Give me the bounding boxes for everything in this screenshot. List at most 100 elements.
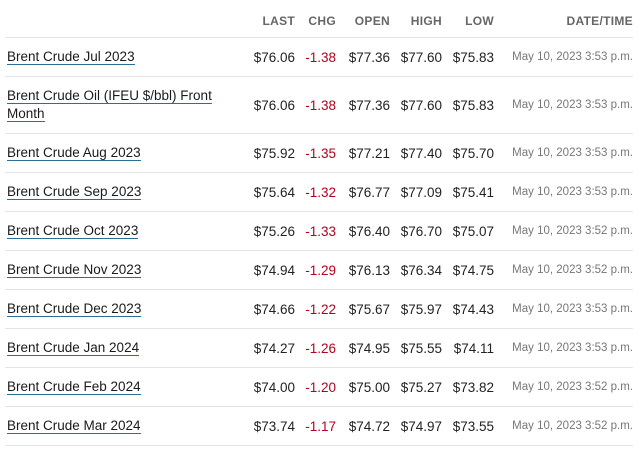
futures-quotes-table: LAST CHG OPEN HIGH LOW DATE/TIME Brent C…: [5, 4, 633, 446]
low-price: $74.75: [442, 250, 494, 290]
quote-datetime: May 10, 2023 3:52 p.m.: [494, 406, 633, 446]
low-price: $75.83: [442, 76, 494, 134]
contract-name-cell: Brent Crude Oil (IFEU $/bbl) Front Month: [5, 76, 243, 134]
quote-datetime: May 10, 2023 3:53 p.m.: [494, 133, 633, 173]
open-price: $77.36: [336, 76, 390, 134]
high-price: $75.55: [390, 328, 442, 368]
table-row: Brent Crude Jul 2023 $76.06 -1.38 $77.36…: [5, 37, 633, 77]
price-change: -1.38: [295, 37, 336, 77]
quote-datetime: May 10, 2023 3:53 p.m.: [494, 76, 633, 134]
high-price: $74.97: [390, 406, 442, 446]
quote-datetime: May 10, 2023 3:52 p.m.: [494, 211, 633, 251]
table-row: Brent Crude Feb 2024 $74.00 -1.20 $75.00…: [5, 367, 633, 407]
table-row: Brent Crude Oil (IFEU $/bbl) Front Month…: [5, 76, 633, 134]
high-price: $77.40: [390, 133, 442, 173]
low-price: $74.43: [442, 289, 494, 329]
table-row: Brent Crude Sep 2023 $75.64 -1.32 $76.77…: [5, 172, 633, 212]
price-change: -1.29: [295, 250, 336, 290]
contract-name-cell: Brent Crude Aug 2023: [5, 133, 243, 173]
contract-link[interactable]: Brent Crude Oil (IFEU $/bbl) Front Month: [7, 88, 212, 122]
contract-link[interactable]: Brent Crude Sep 2023: [7, 184, 142, 200]
contract-name-cell: Brent Crude Dec 2023: [5, 289, 243, 329]
low-price: $75.41: [442, 172, 494, 212]
table-row: Brent Crude Jan 2024 $74.27 -1.26 $74.95…: [5, 328, 633, 368]
last-price: $73.74: [243, 406, 295, 446]
open-price: $77.36: [336, 37, 390, 77]
header-open: OPEN: [336, 4, 390, 38]
quote-datetime: May 10, 2023 3:53 p.m.: [494, 37, 633, 77]
header-chg: CHG: [295, 4, 336, 38]
table-row: Brent Crude Nov 2023 $74.94 -1.29 $76.13…: [5, 250, 633, 290]
contract-name-cell: Brent Crude Mar 2024: [5, 406, 243, 446]
low-price: $74.11: [442, 328, 494, 368]
last-price: $75.26: [243, 211, 295, 251]
last-price: $74.27: [243, 328, 295, 368]
header-high: HIGH: [390, 4, 442, 38]
price-change: -1.20: [295, 367, 336, 407]
last-price: $76.06: [243, 76, 295, 134]
open-price: $77.21: [336, 133, 390, 173]
contract-name-cell: Brent Crude Feb 2024: [5, 367, 243, 407]
price-change: -1.32: [295, 172, 336, 212]
high-price: $76.34: [390, 250, 442, 290]
table-row: Brent Crude Aug 2023 $75.92 -1.35 $77.21…: [5, 133, 633, 173]
high-price: $77.09: [390, 172, 442, 212]
low-price: $73.55: [442, 406, 494, 446]
table-row: Brent Crude Oct 2023 $75.26 -1.33 $76.40…: [5, 211, 633, 251]
contract-name-cell: Brent Crude Nov 2023: [5, 250, 243, 290]
contract-link[interactable]: Brent Crude Jan 2024: [7, 340, 140, 356]
header-low: LOW: [442, 4, 494, 38]
contract-name-cell: Brent Crude Jul 2023: [5, 37, 243, 77]
open-price: $76.77: [336, 172, 390, 212]
high-price: $77.60: [390, 76, 442, 134]
quote-datetime: May 10, 2023 3:53 p.m.: [494, 289, 633, 329]
last-price: $76.06: [243, 37, 295, 77]
contract-name-wrap: Brent Crude Oil (IFEU $/bbl) Front Month: [7, 87, 212, 123]
contract-link[interactable]: Brent Crude Mar 2024: [7, 418, 141, 434]
low-price: $75.07: [442, 211, 494, 251]
high-price: $75.27: [390, 367, 442, 407]
high-price: $76.70: [390, 211, 442, 251]
open-price: $75.67: [336, 289, 390, 329]
open-price: $75.00: [336, 367, 390, 407]
last-price: $75.64: [243, 172, 295, 212]
table-row: Brent Crude Dec 2023 $74.66 -1.22 $75.67…: [5, 289, 633, 329]
contract-name-cell: Brent Crude Oct 2023: [5, 211, 243, 251]
low-price: $73.82: [442, 367, 494, 407]
contract-link[interactable]: Brent Crude Oct 2023: [7, 223, 139, 239]
table-body: Brent Crude Jul 2023 $76.06 -1.38 $77.36…: [5, 37, 633, 446]
quote-datetime: May 10, 2023 3:53 p.m.: [494, 172, 633, 212]
quote-datetime: May 10, 2023 3:52 p.m.: [494, 250, 633, 290]
contract-link[interactable]: Brent Crude Jul 2023: [7, 49, 135, 65]
contract-link[interactable]: Brent Crude Feb 2024: [7, 379, 141, 395]
high-price: $75.97: [390, 289, 442, 329]
open-price: $74.72: [336, 406, 390, 446]
price-change: -1.22: [295, 289, 336, 329]
price-change: -1.26: [295, 328, 336, 368]
header-row: LAST CHG OPEN HIGH LOW DATE/TIME: [5, 4, 633, 38]
low-price: $75.70: [442, 133, 494, 173]
last-price: $74.66: [243, 289, 295, 329]
table-row: Brent Crude Mar 2024 $73.74 -1.17 $74.72…: [5, 406, 633, 446]
price-change: -1.17: [295, 406, 336, 446]
open-price: $74.95: [336, 328, 390, 368]
price-change: -1.38: [295, 76, 336, 134]
contract-link[interactable]: Brent Crude Dec 2023: [7, 301, 142, 317]
open-price: $76.13: [336, 250, 390, 290]
header-datetime: DATE/TIME: [494, 4, 633, 38]
last-price: $74.00: [243, 367, 295, 407]
header-last: LAST: [243, 4, 295, 38]
price-change: -1.35: [295, 133, 336, 173]
last-price: $75.92: [243, 133, 295, 173]
low-price: $75.83: [442, 37, 494, 77]
contract-name-cell: Brent Crude Sep 2023: [5, 172, 243, 212]
contract-name-cell: Brent Crude Jan 2024: [5, 328, 243, 368]
contract-link[interactable]: Brent Crude Nov 2023: [7, 262, 142, 278]
quote-datetime: May 10, 2023 3:53 p.m.: [494, 328, 633, 368]
quote-datetime: May 10, 2023 3:52 p.m.: [494, 367, 633, 407]
header-name: [5, 4, 243, 38]
last-price: $74.94: [243, 250, 295, 290]
price-change: -1.33: [295, 211, 336, 251]
contract-link[interactable]: Brent Crude Aug 2023: [7, 145, 141, 161]
table-header: LAST CHG OPEN HIGH LOW DATE/TIME: [5, 4, 633, 38]
